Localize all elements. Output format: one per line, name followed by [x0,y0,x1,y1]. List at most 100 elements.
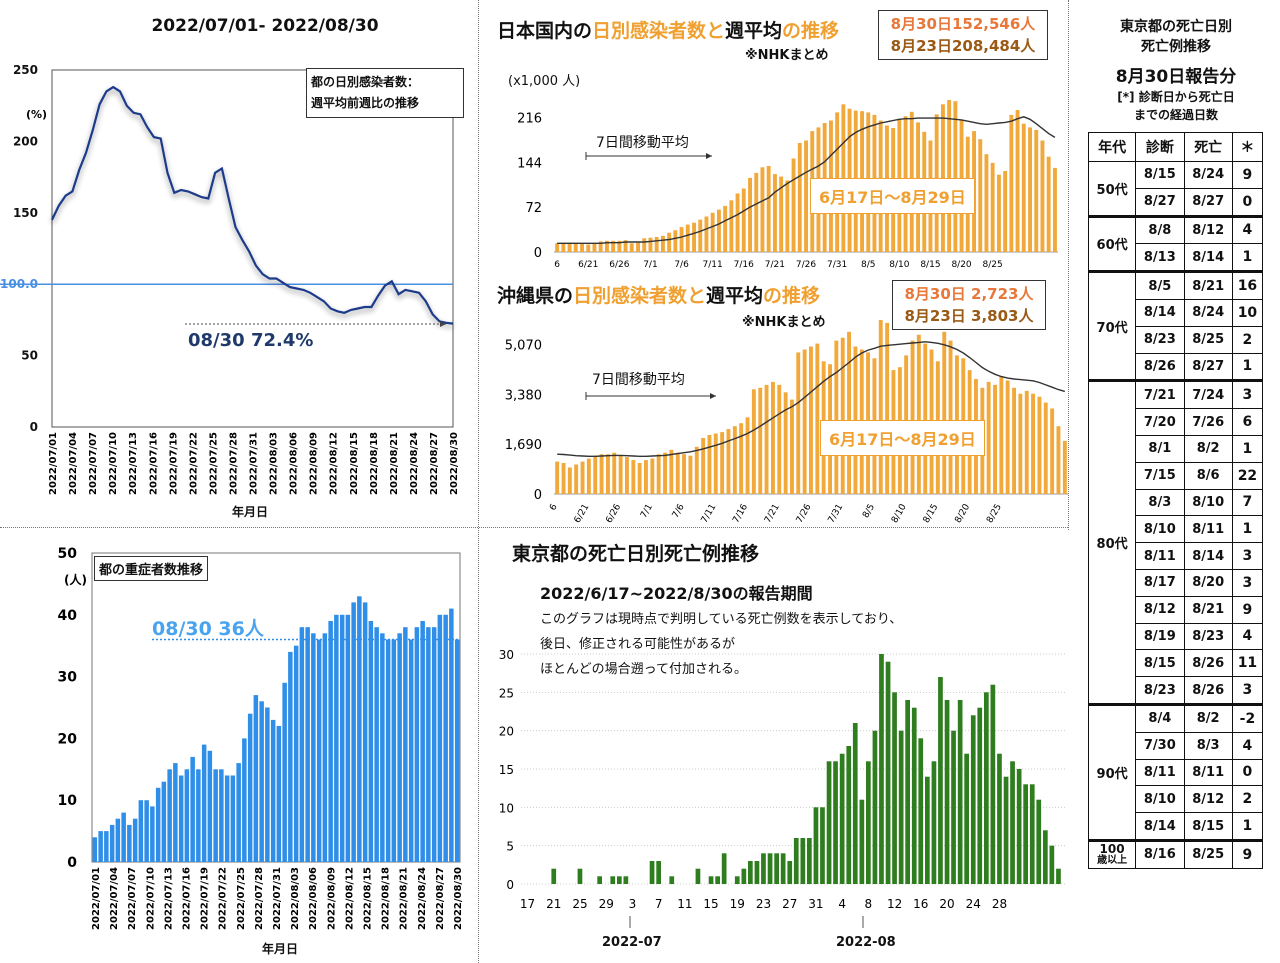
death-bar [879,654,884,884]
death-bar [813,807,819,884]
x-tick-label: 6/21 [573,503,592,526]
severe-bar [173,763,178,862]
death-bar [951,730,956,884]
daily-cases-bar [885,322,890,494]
daily-cases-bar [675,452,680,494]
y-tick-label: 50 [21,349,38,363]
daily-cases-bar [732,426,737,494]
severe-bar [328,621,333,862]
death-bar [774,853,779,884]
deaths-heading: 東京都の死亡日別死亡例推移 [512,543,760,565]
divider-vertical-left [478,0,479,963]
death-date-cell: 8/27 [1183,352,1233,382]
table-row: 100 歳以上 8/16 8/25 9 [1087,838,1264,869]
elapsed-days-cell: 1 [1231,352,1264,382]
x-tick-label: 2022/08/21 [399,867,410,930]
death-bar [695,868,701,884]
x-tick-label: 8/10 [890,502,909,525]
diagnosis-date-cell: 8/23 [1135,676,1185,705]
daily-cases-bar [764,384,769,494]
daily-cases-bar [796,352,801,494]
daily-cases-bar [717,209,721,252]
death-date-cell: 8/24 [1183,298,1233,327]
elapsed-days-cell: 4 [1231,731,1264,760]
x-tick-label: 8/25 [985,503,1004,526]
diagnosis-date-cell: 8/3 [1135,488,1185,517]
death-bar [577,868,583,884]
diagnosis-date-cell: 7/20 [1135,408,1185,436]
daily-cases-bar [592,243,597,252]
death-bar [826,761,832,884]
x-tick-label: 2022/08/12 [329,432,340,495]
severe-bar [443,614,448,862]
x-tick-label: 8/20 [951,260,971,270]
x-tick-label: 20 [939,897,954,911]
death-date-cell: 8/11 [1183,758,1233,787]
daily-cases-bar [1050,408,1055,494]
daily-cases-bar [741,188,746,252]
death-bar [898,730,904,884]
y-tick-label: 10 [499,801,514,815]
y-tick-label: 25 [499,686,514,700]
diagnosis-date-cell: 7/15 [1135,461,1185,490]
x-tick-label: 2022/08/03 [269,432,280,495]
annotation-arrowhead [440,321,446,327]
table-row: 8/1 8/2 1 [1089,434,1264,463]
japan-subnote: ※NHKまとめ [745,48,829,63]
x-tick-label: 28 [992,897,1007,911]
severe-bar [247,713,253,862]
severe-bar [242,738,247,862]
severe-bar [357,596,362,862]
weekly-ratio-title: 2022/07/01- 2022/08/30 [151,16,379,36]
diagnosis-date-cell: 7/21 [1135,379,1185,410]
daily-cases-bar [629,243,634,252]
daily-cases-bar [644,460,648,494]
age-group-cell: 80代 [1087,379,1137,705]
x-tick-label: 2022/07/13 [128,432,139,495]
daily-cases-bar [599,454,604,494]
y-tick-label: 10 [58,793,78,809]
x-tick-label: 8/10 [889,260,909,270]
daily-cases-bar [790,399,794,494]
elapsed-days-cell: 3 [1231,379,1264,410]
daily-cases-bar [766,166,771,252]
death-date-cell: 7/26 [1183,408,1233,436]
death-bar [839,753,845,884]
daily-cases-bar [623,240,628,252]
severe-bar [282,682,287,862]
japan-range-label: 6月17日〜8月29日 [810,178,975,214]
x-tick-label: 4 [838,897,846,911]
diagnosis-date-cell: 8/19 [1135,622,1185,651]
death-bar [708,876,714,884]
y-tick-label: 144 [517,156,542,171]
y-tick-label: 216 [517,111,542,126]
table-row: 8/23 8/25 2 [1089,325,1264,354]
deaths-note-line-2: 後日、修正される可能性があるが [540,637,736,652]
daily-cases-bar [990,162,995,252]
daily-cases-bar [679,227,684,252]
elapsed-days-cell: 2 [1231,785,1264,814]
severe-bar [322,633,328,862]
severe-bar [270,719,276,862]
severe-bar [374,627,379,862]
severe-cases-panel: 0 10 20 30 40 50 (人) 2022/07/01 2022/07/04 2022/0… [0,530,478,963]
divider-vertical-right [1068,0,1069,530]
x-tick-label: 7 [655,897,663,911]
death-bar [807,838,812,884]
x-tick-label: 2022/07/19 [168,432,179,495]
table-row: 8/10 8/12 2 [1089,785,1264,814]
daily-cases-bar [923,343,928,494]
daily-cases-bar [1046,156,1051,252]
elapsed-days-cell: 1 [1231,515,1264,544]
severe-bar [201,744,207,862]
elapsed-days-cell: 9 [1231,838,1264,869]
daily-cases-bar [1005,380,1010,494]
death-bar [767,853,773,884]
daily-cases-bar [625,457,629,494]
elapsed-days-cell: 16 [1231,270,1264,300]
death-bar [780,853,786,884]
death-date-cell: 8/6 [1183,461,1233,490]
death-bar [1016,769,1022,884]
daily-cases-bar [942,331,947,494]
